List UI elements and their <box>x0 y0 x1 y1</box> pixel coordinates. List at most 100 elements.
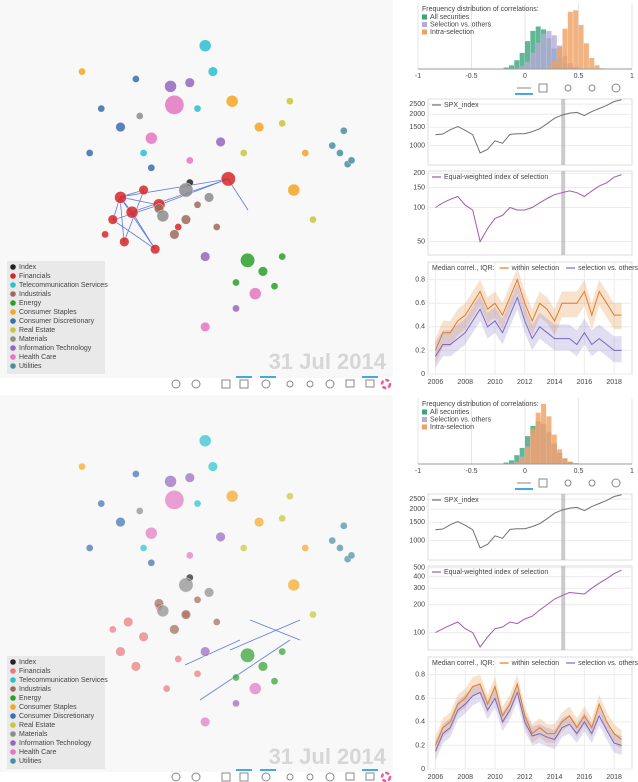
y-tick-label: 0.6 <box>415 300 425 307</box>
legend-swatch <box>10 713 16 719</box>
legend-swatch <box>10 668 16 674</box>
legend-label: Telecommunication Services <box>19 282 108 289</box>
legend-swatch <box>10 695 16 701</box>
node <box>278 119 287 128</box>
x-tick-label: 2010 <box>487 379 503 386</box>
legend-swatch <box>422 424 427 430</box>
node <box>328 536 337 545</box>
legend-label: Equal-weighted index of selection <box>444 174 548 181</box>
histogram-bar <box>525 61 531 69</box>
x-tick-label: 2010 <box>487 774 503 781</box>
x-tick-label: -1 <box>415 73 421 80</box>
x-tick-label: 2008 <box>457 379 473 386</box>
x-tick-label: 2012 <box>517 774 533 781</box>
legend-label: Real Estate <box>19 722 55 729</box>
legend-swatch <box>10 300 16 306</box>
legend-label: Utilities <box>19 363 42 370</box>
y-tick-label: 0.6 <box>415 695 425 702</box>
node <box>164 475 177 488</box>
x-tick-label: -0.5 <box>465 468 477 475</box>
node <box>193 200 202 209</box>
legend-label: Information Technology <box>19 740 92 747</box>
node <box>309 610 317 619</box>
legend-label: Financials <box>19 668 51 675</box>
series-line <box>435 99 622 154</box>
legend-label: Health Care <box>19 749 56 756</box>
legend-label: Energy <box>19 300 42 307</box>
y-tick-label: 1000 <box>409 142 425 149</box>
histogram-bar <box>546 66 552 69</box>
node <box>145 131 158 145</box>
node <box>130 661 141 672</box>
date-watermark: 31 Jul 2014 <box>269 349 387 374</box>
legend-label: within selection <box>511 265 560 272</box>
node <box>232 699 240 708</box>
histogram-bar <box>514 462 520 464</box>
node <box>328 141 337 150</box>
legend-swatch <box>10 731 16 737</box>
x-tick-label: 2018 <box>606 774 622 781</box>
legend-swatch <box>10 273 16 279</box>
node <box>115 646 126 657</box>
legend-label: selection vs. others <box>578 660 638 667</box>
node <box>254 517 265 528</box>
node <box>240 647 255 663</box>
y-tick-label: 150 <box>413 184 425 191</box>
histogram-bar <box>514 60 520 69</box>
node <box>301 544 310 552</box>
node <box>132 470 140 478</box>
node <box>150 244 161 255</box>
legend-swatch <box>10 309 16 315</box>
legend-swatch <box>10 264 16 270</box>
x-tick-label: 1 <box>630 73 634 80</box>
histogram-bar <box>583 43 589 69</box>
chart-title: Frequency distribution of correlations: <box>422 6 539 13</box>
cursor-band <box>561 171 566 255</box>
node <box>184 472 195 483</box>
chart-title: Median correl., IQR: <box>432 660 495 667</box>
legend-label: Consumer Staples <box>19 309 77 316</box>
node <box>336 149 344 157</box>
node <box>198 39 212 52</box>
series-line <box>434 682 622 746</box>
histogram-bar <box>508 460 514 464</box>
series-line <box>434 690 622 752</box>
node <box>132 75 140 83</box>
node <box>178 577 194 593</box>
histogram-bar <box>546 30 552 69</box>
date-watermark: 31 Jul 2014 <box>269 744 387 769</box>
legend-label: Consumer Staples <box>19 704 77 711</box>
x-tick-label: -1 <box>415 468 421 475</box>
histogram-bar <box>546 416 552 464</box>
node <box>207 66 218 77</box>
legend-label: Intra-selection <box>430 29 474 36</box>
node <box>287 578 300 592</box>
y-tick-label: 0.2 <box>415 347 425 354</box>
histogram-bar <box>525 447 531 464</box>
x-tick-label: 2014 <box>547 379 563 386</box>
legend-background <box>7 261 105 374</box>
toolbar[interactable] <box>171 83 621 782</box>
node <box>184 77 195 88</box>
node <box>220 171 236 187</box>
histogram-bar <box>503 67 509 69</box>
legend-swatch <box>10 677 16 683</box>
legend-swatch <box>10 345 16 351</box>
legend-swatch <box>10 336 16 342</box>
legend-label: Energy <box>19 695 42 702</box>
node <box>212 618 221 626</box>
node <box>164 80 177 93</box>
x-tick-label: 0.5 <box>574 73 584 80</box>
node <box>232 673 240 682</box>
node <box>270 677 279 686</box>
legend-swatch <box>422 29 427 35</box>
histogram-bar <box>589 58 595 69</box>
y-tick-label: 0 <box>421 371 425 378</box>
legend-label: Health Care <box>19 354 56 361</box>
y-tick-label: 50 <box>417 238 425 245</box>
legend-swatch <box>10 354 16 360</box>
legend-label: Consumer Discretionary <box>19 713 95 720</box>
node <box>204 587 215 598</box>
node <box>114 191 127 204</box>
node <box>249 287 262 300</box>
